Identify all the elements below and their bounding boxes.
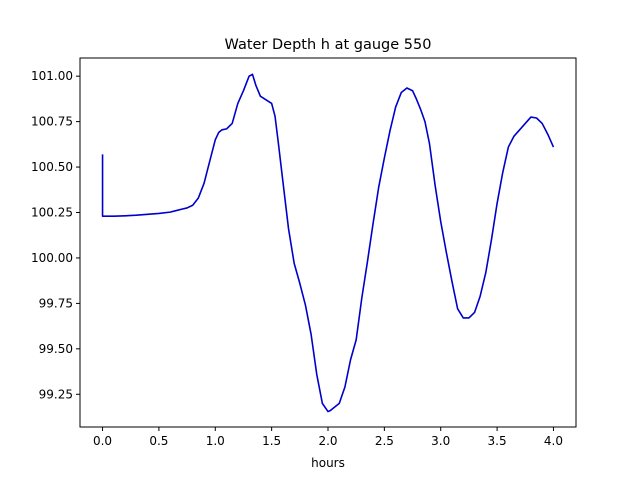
x-tick-label: 3.0	[431, 434, 450, 448]
y-tick-label: 101.00	[31, 69, 73, 83]
y-tick-label: 99.50	[39, 342, 73, 356]
plot-area: 0.0 0.5 1.0 1.5 2.0 2.5 3.0 3.5 4.0 99.25 99.50 99.…	[31, 57, 577, 448]
y-tick-label: 100.50	[31, 160, 73, 174]
y-tick-label: 100.00	[31, 251, 73, 265]
x-tick-label: 1.5	[262, 434, 281, 448]
x-tick-label: 1.0	[206, 434, 225, 448]
y-tick-label: 100.25	[31, 206, 73, 220]
x-tick-label: 0.5	[149, 434, 168, 448]
x-tick-label: 4.0	[544, 434, 563, 448]
series-line-0	[101, 73, 555, 413]
chart-title: Water Depth h at gauge 550	[225, 37, 432, 53]
x-axis-label: hours	[311, 456, 345, 470]
y-tick-label: 99.75	[39, 296, 73, 310]
y-tick-label: 99.25	[39, 387, 73, 401]
y-tick-label: 100.75	[31, 115, 73, 129]
x-tick-label: 2.5	[375, 434, 394, 448]
x-tick-label: 0.0	[93, 434, 112, 448]
x-tick-label: 2.0	[318, 434, 337, 448]
x-tick-label: 3.5	[488, 434, 507, 448]
